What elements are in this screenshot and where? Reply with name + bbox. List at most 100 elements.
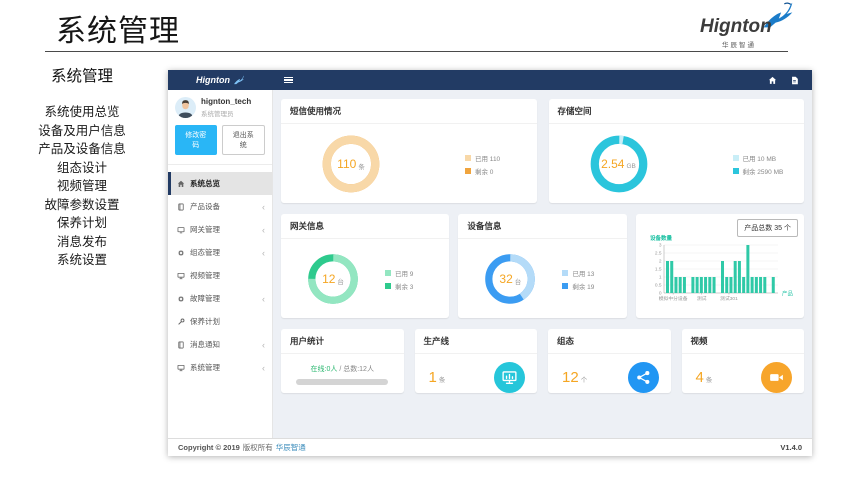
outer-menu-item[interactable]: 系统使用总览 xyxy=(44,105,120,119)
donut-unit: 台 xyxy=(337,279,344,286)
version-label: V1.4.0 xyxy=(780,443,802,452)
outer-menu-item[interactable]: 系统设置 xyxy=(56,253,107,267)
share-icon xyxy=(627,362,659,393)
svg-text:3: 3 xyxy=(658,243,661,249)
sidebar-item-scada[interactable]: 组态管理 ‹ xyxy=(168,241,272,264)
outer-menu-item[interactable]: 消息发布 xyxy=(56,234,107,249)
users-total-label: / 总数:12人 xyxy=(339,366,374,373)
brand-logo: Hignton 华辰智通 xyxy=(698,2,796,49)
outer-menu-item[interactable]: 故障参数设置 xyxy=(44,197,120,212)
storage-legend: 已用 10 MB 剩余 2590 MB xyxy=(732,150,784,179)
legend-item: 已用 110 xyxy=(465,153,500,163)
change-password-button[interactable]: 修改密码 xyxy=(175,125,217,155)
outer-menu-item[interactable]: 视频管理 xyxy=(56,179,107,193)
chevron-left-icon: ‹ xyxy=(262,247,265,258)
user-role: 系统管理员 xyxy=(201,111,234,118)
sidebar-item-label: 网关管理 xyxy=(190,225,220,234)
stat-unit: 个 xyxy=(580,376,588,384)
card-title: 组态 xyxy=(548,329,671,354)
app-footer: Copyright © 2019 版权所有 华辰智通 V1.4.0 xyxy=(168,438,812,456)
users-progress-bar xyxy=(296,379,389,385)
sidebar-item-label: 组态管理 xyxy=(190,248,220,257)
chevron-left-icon: ‹ xyxy=(262,362,265,373)
sidebar-item-system[interactable]: 系统管理 ‹ xyxy=(168,356,272,379)
sidebar-item-label: 故障管理 xyxy=(190,294,220,303)
card-title: 存储空间 xyxy=(548,99,804,124)
card-scada: 组态 12 个 xyxy=(548,329,671,393)
camera-icon xyxy=(761,362,792,393)
embedded-app-window: Hignton xyxy=(168,70,812,456)
legend-item: 剩余 0 xyxy=(465,166,500,176)
sidebar-item-maintenance[interactable]: 保养计划 xyxy=(168,310,272,333)
svg-text:1: 1 xyxy=(658,275,661,281)
antelope-icon xyxy=(763,2,793,28)
file-icon[interactable] xyxy=(790,76,799,85)
svg-text:2: 2 xyxy=(658,259,661,265)
svg-text:2.5: 2.5 xyxy=(654,251,661,257)
company-link[interactable]: 华辰智通 xyxy=(275,443,306,452)
card-title: 网关信息 xyxy=(281,214,450,239)
outer-menu-item[interactable]: 保养计划 xyxy=(56,216,107,230)
svg-text:模拟中分设备: 模拟中分设备 xyxy=(658,295,687,302)
sidebar-item-label: 产品设备 xyxy=(190,202,220,211)
product-total-button[interactable]: 产品总数 35 个 xyxy=(737,219,798,237)
outer-menu: 系统管理 系统使用总览 设备及用户信息 产品及设备信息 组态设计视频管理故障参数设置保… xyxy=(0,64,164,270)
users-online-label: 在线:0人 xyxy=(310,366,338,373)
monitor-icon xyxy=(177,272,185,280)
book-icon xyxy=(177,203,185,211)
gateway-donut-chart: 12 台 xyxy=(305,251,361,307)
logout-button[interactable]: 退出系统 xyxy=(221,125,265,155)
storage-donut-chart: 2.54 GB xyxy=(587,132,651,196)
sidebar-item-label: 保养计划 xyxy=(190,317,220,326)
sidebar-item-product-device[interactable]: 产品设备 ‹ xyxy=(168,195,272,218)
card-device-info: 设备信息 32 台 已用 13 剩余 19 xyxy=(458,214,627,318)
legend-item: 已用 10 MB xyxy=(732,153,784,163)
app-content: 短信使用情况 1 1 0 条 已用 110 剩余 0 存储空间 xyxy=(273,90,812,438)
app-sidebar: hignton_tech 系统管理员 修改密码 退出系统 系统总览 产品设备 ‹ 网关… xyxy=(168,90,273,438)
wrench-icon xyxy=(177,318,185,326)
donut-value: 32 xyxy=(499,272,513,286)
device-donut-chart: 32 台 xyxy=(482,251,538,307)
stat-value: 12 xyxy=(562,368,579,386)
device-legend: 已用 13 剩余 19 xyxy=(562,265,594,294)
card-title: 短信使用情况 xyxy=(281,99,537,124)
brand-name: Hignton xyxy=(700,16,772,37)
card-title: 设备信息 xyxy=(458,214,627,239)
svg-text:0: 0 xyxy=(658,291,661,297)
sidebar-item-overview[interactable]: 系统总览 xyxy=(168,172,272,195)
outer-menu-heading: 系统管理 xyxy=(50,68,113,85)
monitor-chart-icon xyxy=(494,362,525,393)
sidebar-item-video[interactable]: 视频管理 xyxy=(168,264,272,287)
monitor-icon xyxy=(177,364,185,372)
avatar xyxy=(175,97,196,118)
home-icon[interactable] xyxy=(768,76,777,85)
sidebar-item-gateway[interactable]: 网关管理 ‹ xyxy=(168,218,272,241)
svg-text:产品: 产品 xyxy=(782,290,794,298)
sidebar-item-label: 视频管理 xyxy=(190,271,220,280)
stat-value: 1 xyxy=(428,368,437,386)
sidebar-item-fault[interactable]: 故障管理 ‹ xyxy=(168,287,272,310)
sidebar-item-label: 系统总览 xyxy=(190,179,220,188)
outer-menu-item[interactable]: 组态设计 xyxy=(56,160,107,175)
donut-unit: 条 xyxy=(358,164,365,171)
copyright-text: Copyright © 2019 xyxy=(178,443,240,452)
chevron-left-icon: ‹ xyxy=(262,224,265,235)
menu-toggle-icon[interactable] xyxy=(284,75,293,85)
sidebar-item-message[interactable]: 消息通知 ‹ xyxy=(168,333,272,356)
stat-unit: 条 xyxy=(438,376,446,384)
brand-subtitle: 华辰智通 xyxy=(722,42,756,49)
app-logo: Hignton xyxy=(168,70,273,90)
svg-text:设备数量: 设备数量 xyxy=(650,234,673,242)
sidebar-item-label: 系统管理 xyxy=(190,363,220,372)
gateway-legend: 已用 9 剩余 3 xyxy=(385,265,413,294)
svg-text:0.5: 0.5 xyxy=(654,283,661,289)
legend-item: 剩余 2590 MB xyxy=(732,166,783,176)
donut-value: 12 xyxy=(322,272,336,286)
outer-menu-item[interactable]: 设备及用户信息 xyxy=(38,123,126,138)
outer-menu-item[interactable]: 产品及设备信息 xyxy=(38,142,126,156)
legend-item: 剩余 19 xyxy=(562,281,594,291)
card-title: 视频 xyxy=(681,329,804,354)
antelope-icon xyxy=(234,75,244,85)
